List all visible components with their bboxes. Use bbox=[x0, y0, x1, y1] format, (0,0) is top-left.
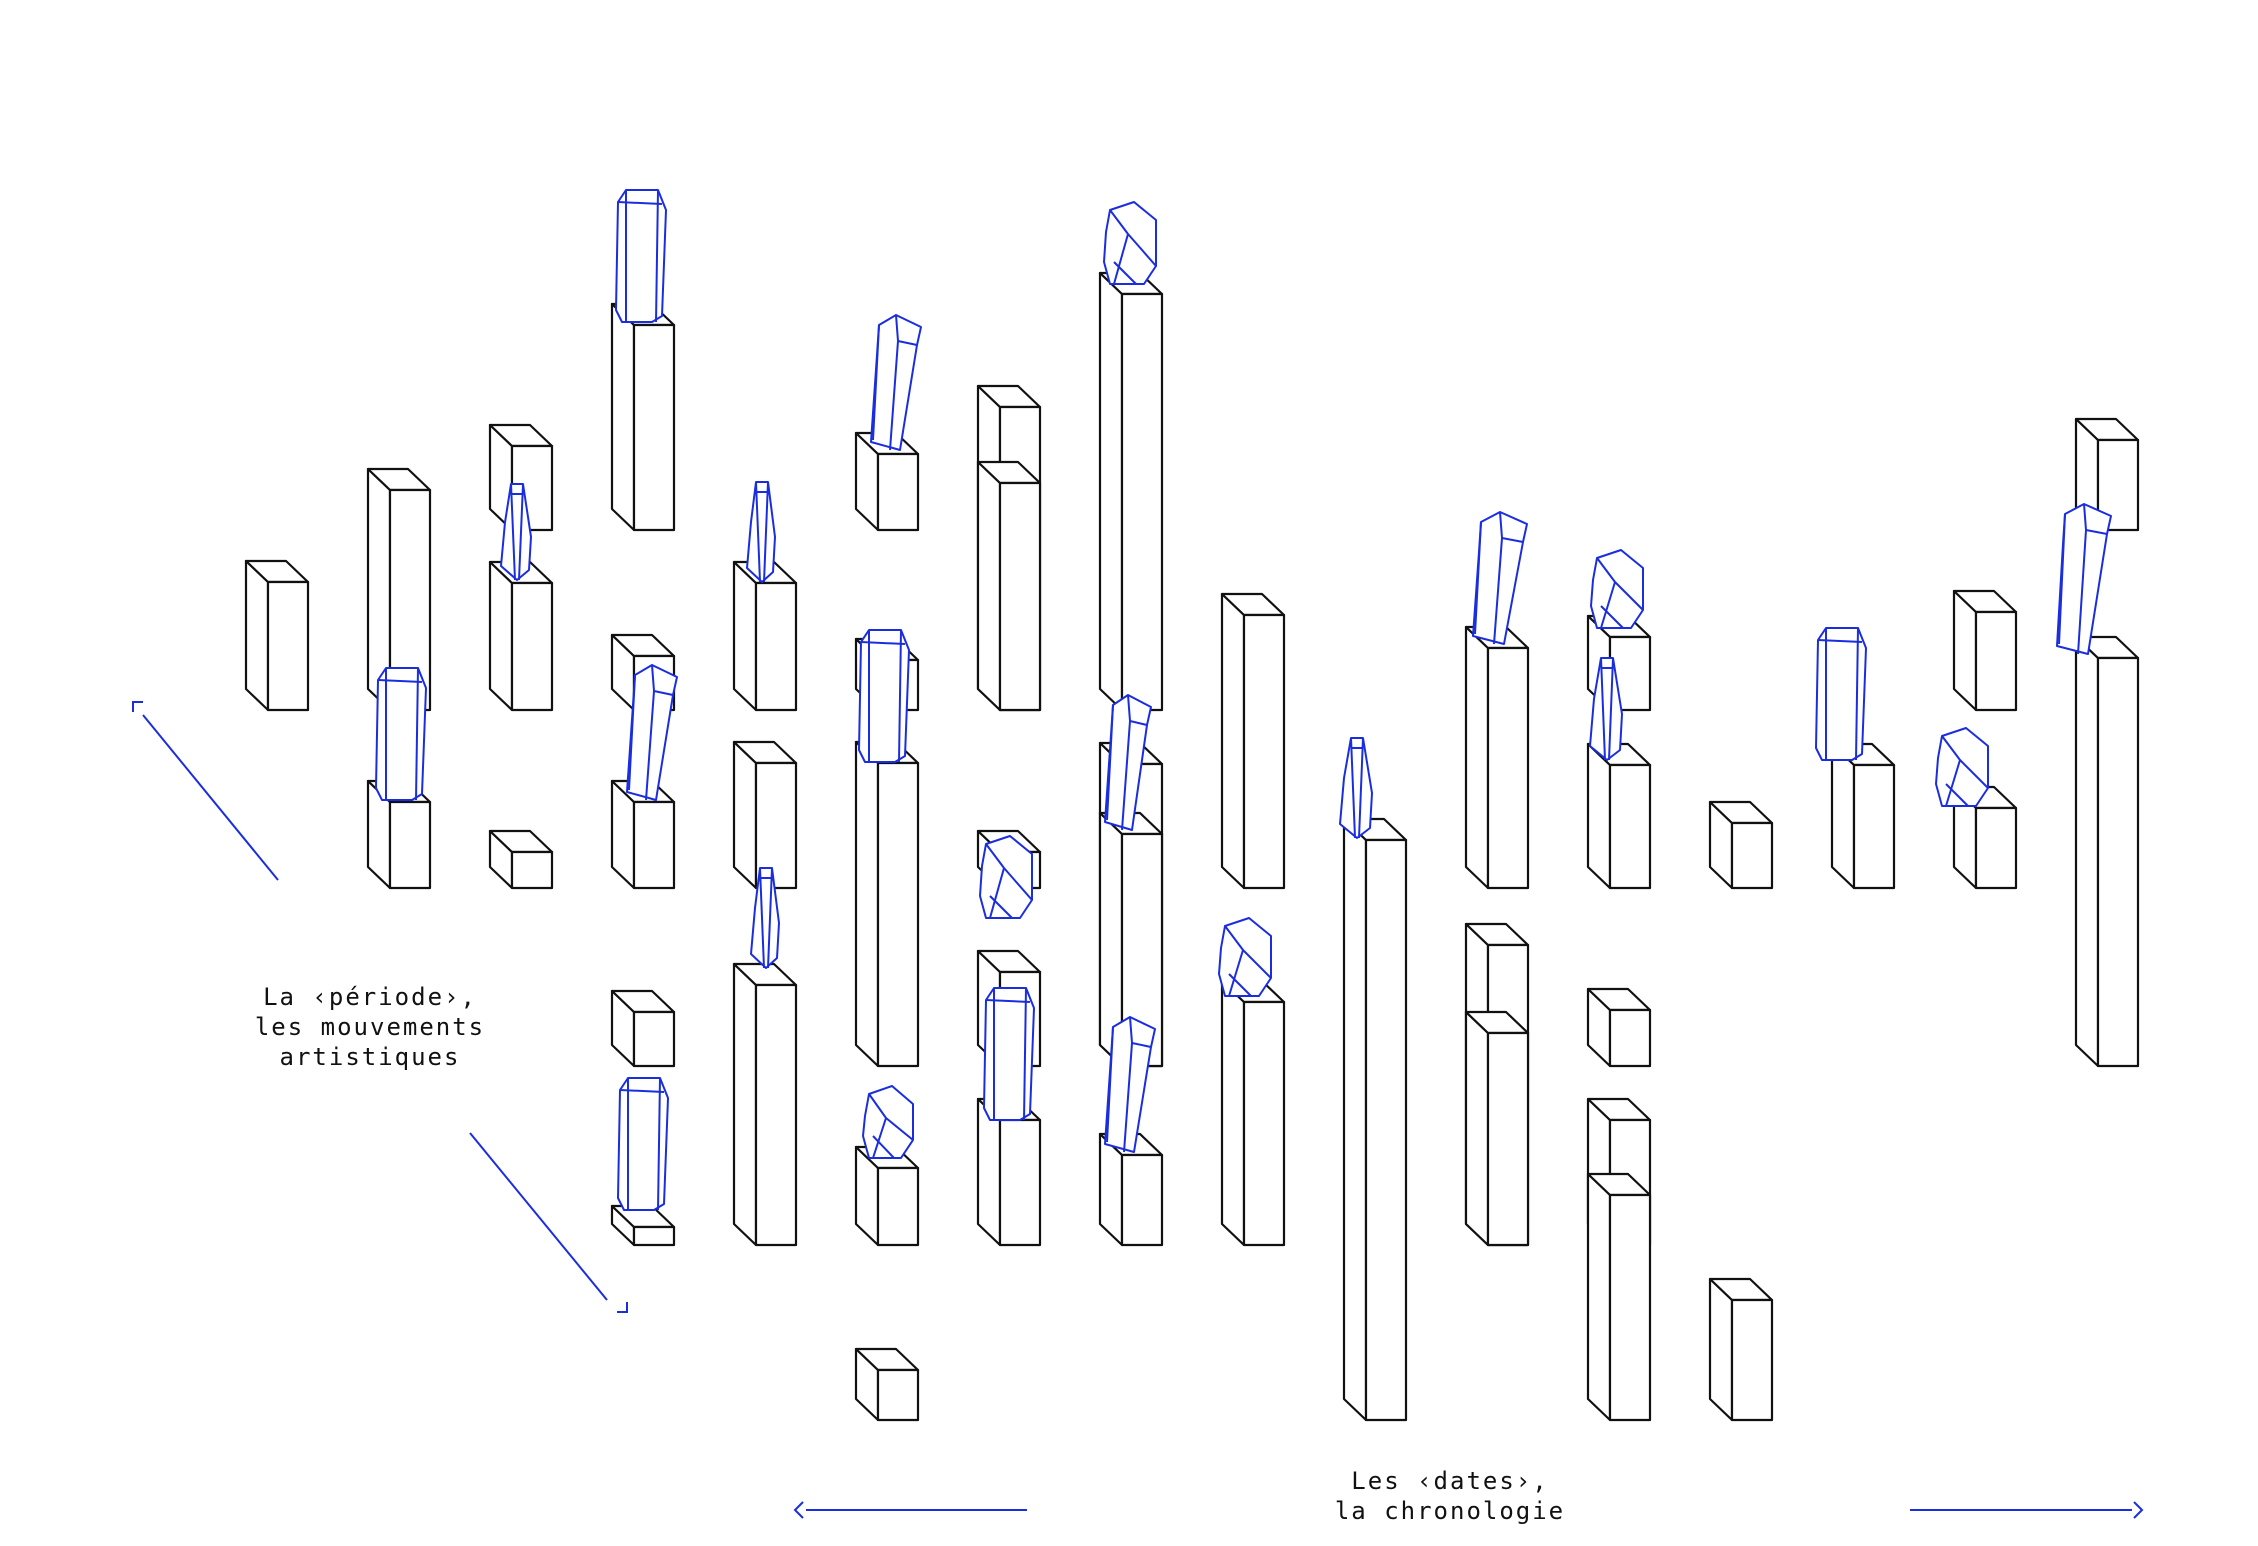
sculpture-rock-6 bbox=[1935, 727, 1989, 807]
sculpture-slab-4 bbox=[858, 629, 910, 763]
sculpture-spike-3 bbox=[750, 867, 780, 969]
sculpture-rock-1 bbox=[862, 1085, 914, 1159]
pedestal-col4-d bbox=[610, 989, 676, 1068]
sculpture-lean-4 bbox=[1104, 1016, 1156, 1153]
period-axis-line-bottom bbox=[469, 1132, 608, 1301]
pedestal-col15-a bbox=[1952, 589, 2018, 712]
pedestal-col16-b bbox=[2074, 635, 2140, 1068]
pedestal-col16-a bbox=[2074, 417, 2140, 532]
axis-arrows bbox=[132, 701, 2144, 1519]
pedestal-col12-b bbox=[1586, 742, 1652, 890]
period-axis-arrowhead-top bbox=[132, 701, 143, 712]
sculpture-lean-1 bbox=[626, 664, 678, 801]
period-axis-line-top bbox=[142, 714, 279, 881]
sculpture-slab-6 bbox=[1815, 627, 1867, 761]
sculpture-spike-2 bbox=[746, 481, 776, 583]
pedestal-col1 bbox=[244, 559, 310, 712]
pedestal-col3-a bbox=[488, 423, 554, 532]
pedestal-col11-c bbox=[1464, 1010, 1530, 1247]
pedestal-col4-a bbox=[610, 302, 676, 532]
pedestal-col9-a bbox=[1220, 592, 1286, 890]
period-label-line2: les mouvements bbox=[254, 1013, 486, 1041]
period-label-line1: La ‹période›, bbox=[263, 983, 477, 1011]
pedestal-col6-e bbox=[854, 1347, 920, 1422]
sculpture-rock-3 bbox=[1103, 201, 1157, 285]
sculpture-group bbox=[375, 189, 2112, 1211]
pedestal-col6-c bbox=[854, 740, 920, 1068]
pedestal-col5-a bbox=[732, 560, 798, 712]
sculpture-slab-1 bbox=[375, 667, 427, 801]
period-axis-label: La ‹période›, les mouvements artistiques bbox=[190, 982, 550, 1072]
pedestal-col3-b bbox=[488, 560, 554, 712]
sculpture-spike-5 bbox=[1589, 657, 1623, 761]
pedestal-col5-b bbox=[732, 740, 798, 890]
sculpture-slab-2 bbox=[615, 189, 667, 323]
pedestal-col10 bbox=[1342, 817, 1408, 1422]
dates-axis-label: Les ‹dates›, la chronologie bbox=[1250, 1466, 1650, 1526]
sculpture-lean-3 bbox=[1104, 694, 1152, 831]
sculpture-rock-5 bbox=[1590, 549, 1644, 629]
sculpture-spike-4 bbox=[1339, 737, 1373, 839]
period-label-line3: artistiques bbox=[279, 1043, 461, 1071]
pedestal-col8-a bbox=[1098, 271, 1164, 712]
dates-label-line1: Les ‹dates›, bbox=[1351, 1467, 1549, 1495]
sculpture-lean-2 bbox=[870, 314, 922, 451]
pedestal-group bbox=[244, 271, 2140, 1422]
pedestal-col12-c bbox=[1586, 987, 1652, 1068]
pedestal-col3-c bbox=[488, 829, 554, 890]
sculpture-lean-6 bbox=[2056, 503, 2112, 655]
pedestal-col7-b bbox=[976, 460, 1042, 712]
pedestal-col11-a bbox=[1464, 625, 1530, 890]
pedestal-col13-a bbox=[1708, 800, 1774, 890]
period-axis-arrowhead-bottom bbox=[617, 1302, 628, 1313]
sculpture-spike-1 bbox=[500, 483, 532, 581]
sculpture-rock-2 bbox=[979, 835, 1033, 919]
pedestal-col13-b bbox=[1708, 1277, 1774, 1422]
pedestal-col5-c bbox=[732, 962, 798, 1247]
sculpture-lean-5 bbox=[1472, 511, 1528, 645]
sculpture-slab-3 bbox=[617, 1077, 669, 1211]
dates-axis-arrowhead-left bbox=[793, 1501, 804, 1519]
pedestal-col6-d bbox=[854, 1145, 920, 1247]
pedestal-col14 bbox=[1830, 742, 1896, 890]
dates-axis-arrowhead-right bbox=[2133, 1501, 2144, 1519]
pedestal-col2-top bbox=[366, 467, 432, 712]
sculpture-slab-5 bbox=[983, 987, 1035, 1121]
pedestal-col4-e bbox=[610, 1204, 676, 1247]
pedestal-col6-a bbox=[854, 431, 920, 532]
pedestal-col9-b bbox=[1220, 979, 1286, 1247]
dates-label-line2: la chronologie bbox=[1334, 1497, 1566, 1525]
sculpture-rock-4 bbox=[1218, 917, 1272, 997]
pedestal-col12-e bbox=[1586, 1172, 1652, 1422]
